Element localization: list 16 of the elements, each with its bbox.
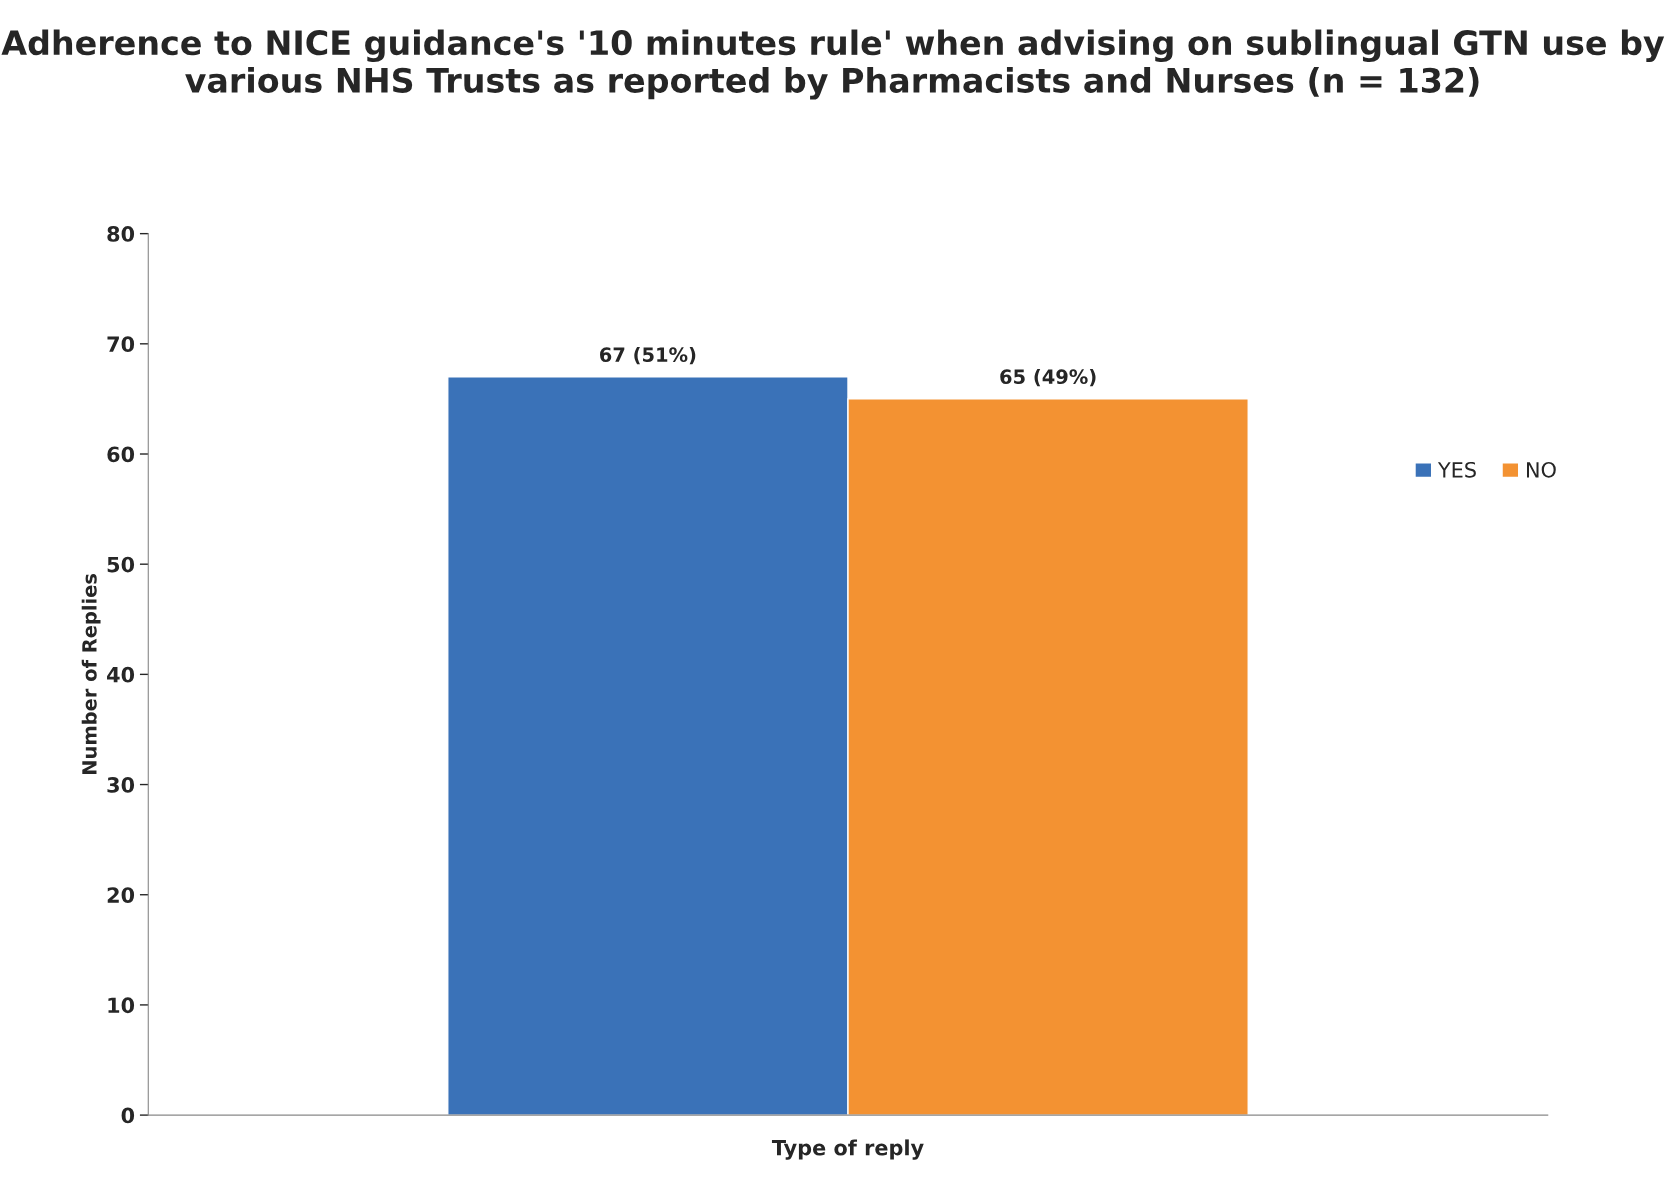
y-tick-label: 40 <box>107 666 135 683</box>
legend-label: YES <box>1437 461 1476 478</box>
data-label: 67 (51%) <box>600 346 696 365</box>
data-label: 65 (49%) <box>1000 369 1096 387</box>
y-tick-label: 10 <box>108 997 135 1014</box>
y-axis-title: Number of Replies <box>81 573 101 774</box>
chart-title: Adherence to NICE guidance's '10 minutes rule' when advising on sublingual GTN use by various NHS Trusts as reported by Pharmacists and Nurses (n = 132) <box>1 29 1665 100</box>
legend-label: NO <box>1527 461 1556 478</box>
y-tick-label: 30 <box>107 777 135 793</box>
y-tick-label: 50 <box>107 556 135 573</box>
y-tick-label: 20 <box>107 887 135 903</box>
x-axis-title: Type of reply <box>771 1139 924 1160</box>
y-tick-label: 60 <box>107 446 135 463</box>
y-tick-label: 70 <box>107 336 135 353</box>
y-tick-label: 0 <box>121 1107 135 1124</box>
y-tick-label: 80 <box>107 226 135 242</box>
